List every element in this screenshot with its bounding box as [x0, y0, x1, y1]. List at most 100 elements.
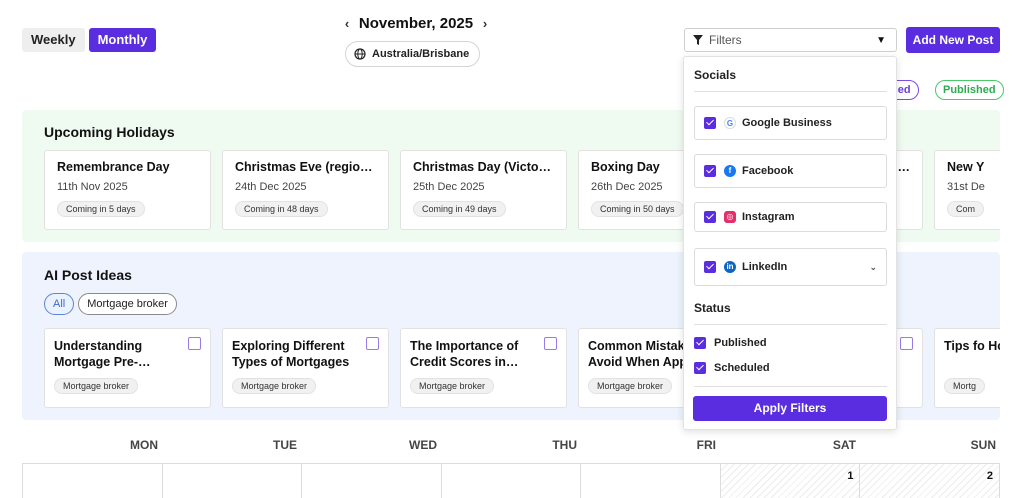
idea-tag-filters: All Mortgage broker — [44, 293, 181, 315]
calendar-day-cell[interactable] — [23, 464, 163, 498]
calendar-day-cell[interactable] — [163, 464, 303, 498]
social-option-google[interactable]: G Google Business — [694, 106, 887, 140]
published-badge[interactable]: Published — [935, 80, 1004, 100]
idea-card[interactable]: Exploring Different Types of Mortgages M… — [222, 328, 389, 408]
idea-title: Understanding Mortgage Pre-… — [54, 339, 151, 369]
holiday-name: New Y — [947, 160, 985, 174]
holiday-card[interactable]: Christmas Eve (regions… 24th Dec 2025 Co… — [222, 150, 389, 230]
timezone-label: Australia/Brisbane — [372, 48, 470, 60]
holiday-date: 25th Dec 2025 — [413, 181, 485, 193]
idea-card[interactable]: Tips fo Home Mortg — [934, 328, 1000, 408]
image-icon[interactable] — [188, 337, 201, 350]
holiday-card[interactable]: Christmas Day (Victori… 25th Dec 2025 Co… — [400, 150, 567, 230]
image-icon[interactable] — [544, 337, 557, 350]
day-number: 1 — [847, 470, 854, 482]
globe-icon — [354, 48, 366, 60]
holiday-countdown: Coming in 5 days — [57, 201, 145, 217]
holiday-countdown: Coming in 50 days — [591, 201, 684, 217]
holiday-name: Christmas Day (Victori… — [413, 160, 554, 174]
filter-icon — [693, 35, 703, 45]
prev-month-icon[interactable]: ‹ — [344, 15, 350, 31]
social-option-instagram[interactable]: ◎ Instagram — [694, 202, 887, 232]
chevron-down-icon: ▼ — [876, 34, 886, 46]
idea-cards: Understanding Mortgage Pre-… Mortgage br… — [44, 328, 1000, 408]
calendar-day-cell[interactable]: 2 — [860, 464, 1001, 498]
idea-tag: Mortgage broker — [54, 378, 139, 394]
calendar-day-cell[interactable] — [442, 464, 582, 498]
status-name: Scheduled — [714, 362, 770, 374]
checkbox-checked-icon[interactable] — [704, 165, 716, 177]
weekly-view-button[interactable]: Weekly — [22, 28, 85, 52]
timezone-selector[interactable]: Australia/Brisbane — [345, 41, 481, 67]
calendar-day-cell[interactable] — [581, 464, 721, 498]
filters-dropdown[interactable]: Filters ▼ — [684, 28, 897, 52]
weekday-label: TUE — [273, 438, 297, 452]
checkbox-checked-icon[interactable] — [704, 261, 716, 273]
idea-title: The Importance of Credit Scores in… — [410, 339, 519, 369]
social-name: LinkedIn — [742, 261, 788, 273]
calendar-day-cell[interactable] — [302, 464, 442, 498]
checkbox-checked-icon[interactable] — [694, 362, 706, 374]
image-icon[interactable] — [900, 337, 913, 350]
idea-card[interactable]: The Importance of Credit Scores in… Mort… — [400, 328, 567, 408]
holiday-name: Remembrance Day — [57, 160, 170, 174]
tag-mortgage-broker[interactable]: Mortgage broker — [78, 293, 177, 315]
add-new-post-button[interactable]: Add New Post — [906, 27, 1000, 53]
chevron-down-icon[interactable]: ⌄ — [869, 261, 877, 272]
holiday-date: 24th Dec 2025 — [235, 181, 307, 193]
status-option-published[interactable]: Published — [694, 337, 767, 349]
social-option-facebook[interactable]: f Facebook — [694, 154, 887, 188]
holiday-card[interactable]: Remembrance Day 11th Nov 2025 Coming in … — [44, 150, 211, 230]
divider — [694, 91, 887, 92]
holiday-date: 31st De — [947, 181, 985, 193]
idea-tag: Mortgage broker — [232, 378, 317, 394]
next-month-icon[interactable]: › — [482, 15, 488, 31]
checkbox-checked-icon[interactable] — [694, 337, 706, 349]
filters-panel: Socials G Google Business f Facebook ◎ I… — [683, 56, 897, 430]
day-number: 2 — [986, 470, 994, 482]
social-name: Facebook — [742, 165, 794, 177]
calendar-day-cell[interactable]: 1 — [720, 464, 861, 498]
facebook-icon: f — [724, 165, 736, 177]
social-option-linkedin[interactable]: in LinkedIn ⌄ — [694, 248, 887, 286]
holiday-name: Christmas Eve (regions… — [235, 160, 376, 174]
status-name: Published — [714, 337, 767, 349]
idea-title: Tips fo Home — [944, 339, 1000, 353]
idea-title: Common Mistakes to Avoid When Appl — [588, 339, 714, 369]
monthly-view-button[interactable]: Monthly — [88, 28, 157, 52]
month-navigation: ‹ November, 2025 › — [340, 12, 492, 34]
view-toggle: Weekly Monthly — [22, 28, 160, 52]
tag-all[interactable]: All — [44, 293, 75, 315]
social-name: Instagram — [742, 211, 795, 223]
holiday-card[interactable]: New Y 31st De Com — [934, 150, 1000, 230]
weekday-label: WED — [409, 438, 437, 452]
idea-tag: Mortgage broker — [410, 378, 495, 394]
status-option-scheduled[interactable]: Scheduled — [694, 362, 770, 374]
google-icon: G — [724, 117, 736, 129]
month-title: November, 2025 — [358, 14, 474, 32]
instagram-icon: ◎ — [724, 211, 736, 223]
filters-label: Filters — [709, 33, 742, 47]
checkbox-checked-icon[interactable] — [704, 117, 716, 129]
weekday-label: MON — [130, 438, 158, 452]
calendar-weekday-header: MON TUE WED THU FRI SAT SUN — [22, 438, 1000, 456]
holiday-countdown: Coming in 48 days — [235, 201, 328, 217]
checkbox-checked-icon[interactable] — [704, 211, 716, 223]
image-icon[interactable] — [366, 337, 379, 350]
idea-card[interactable]: Understanding Mortgage Pre-… Mortgage br… — [44, 328, 211, 408]
holiday-date: 11th Nov 2025 — [57, 181, 128, 193]
status-heading: Status — [694, 301, 731, 315]
apply-filters-button[interactable]: Apply Filters — [693, 396, 887, 421]
ideas-title: AI Post Ideas — [44, 267, 132, 283]
holidays-title: Upcoming Holidays — [44, 124, 175, 140]
holiday-countdown: Com — [947, 201, 985, 217]
weekday-label: SAT — [832, 438, 856, 452]
idea-title: Exploring Different Types of Mortgages — [232, 339, 350, 369]
socials-heading: Socials — [694, 68, 737, 82]
divider — [694, 324, 887, 325]
weekday-label: FRI — [696, 438, 716, 452]
holiday-countdown: Coming in 49 days — [413, 201, 506, 217]
idea-tag: Mortgage broker — [588, 378, 673, 394]
weekday-label: SUN — [970, 438, 996, 452]
